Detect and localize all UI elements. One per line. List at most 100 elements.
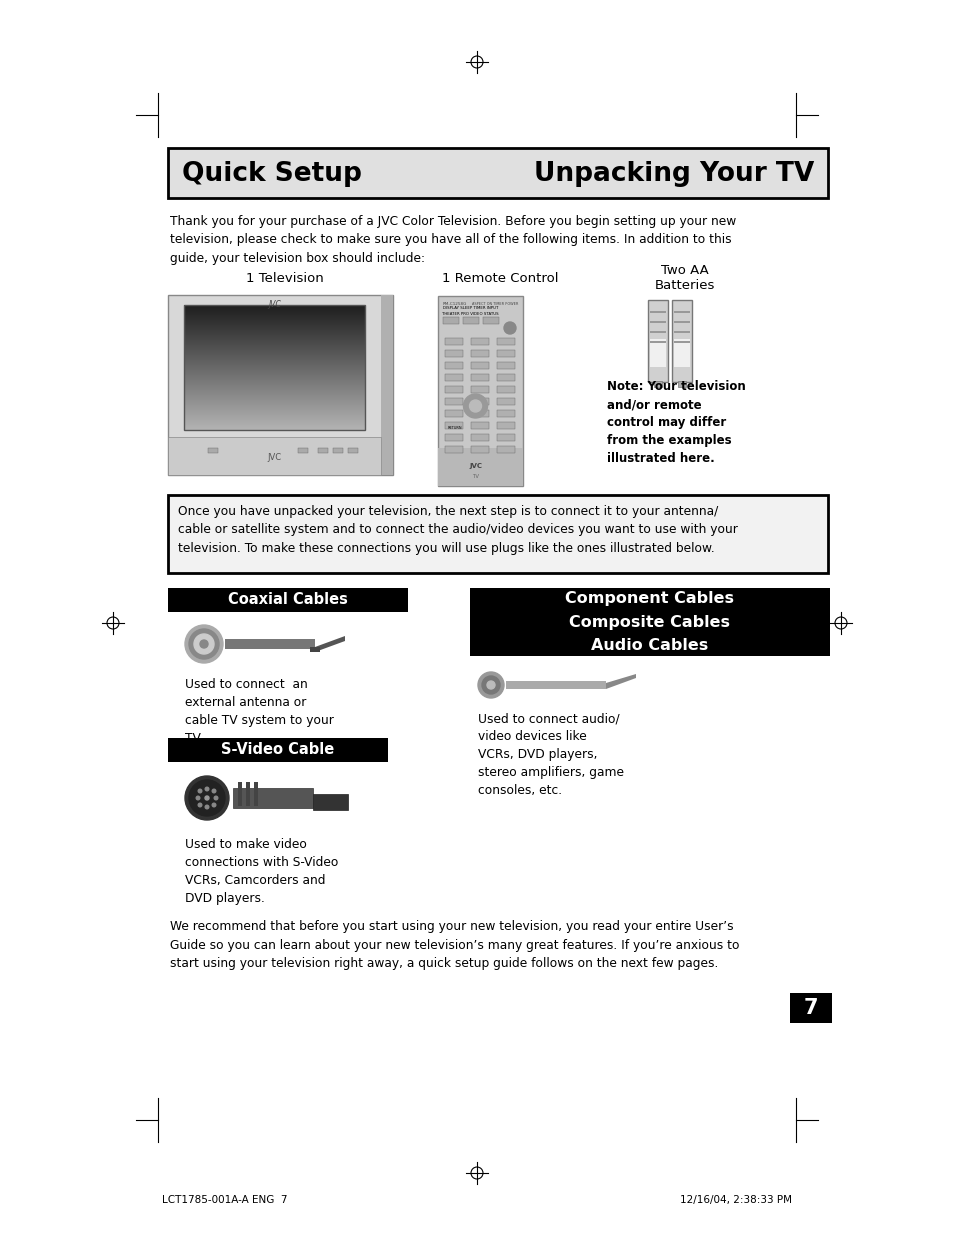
Bar: [497, 398, 515, 405]
Bar: [444, 374, 462, 382]
Text: 12/16/04, 2:38:33 PM: 12/16/04, 2:38:33 PM: [679, 1195, 791, 1205]
Text: THEATER PRO VIDEO STATUS: THEATER PRO VIDEO STATUS: [442, 312, 498, 316]
Circle shape: [205, 797, 209, 800]
Text: Note: Your television
and/or remote
control may differ
from the examples
illustr: Note: Your television and/or remote cont…: [606, 380, 745, 466]
Text: DISPLAY SLEEP TIMER INPUT: DISPLAY SLEEP TIMER INPUT: [442, 306, 497, 310]
Circle shape: [189, 629, 219, 659]
Bar: [444, 410, 462, 417]
Bar: [168, 739, 388, 762]
Bar: [471, 338, 489, 345]
Bar: [497, 350, 515, 357]
Circle shape: [503, 322, 516, 333]
Polygon shape: [310, 647, 319, 652]
Bar: [654, 382, 661, 387]
Bar: [497, 433, 515, 441]
Bar: [333, 448, 343, 453]
Bar: [471, 410, 489, 417]
Bar: [678, 382, 685, 387]
Bar: [444, 350, 462, 357]
Circle shape: [481, 676, 499, 694]
Bar: [649, 321, 665, 324]
Polygon shape: [314, 636, 345, 652]
Bar: [471, 387, 489, 393]
Circle shape: [189, 781, 225, 816]
Bar: [673, 341, 689, 343]
Text: Used to connect audio/
video devices like
VCRs, DVD players,
stereo amplifiers, : Used to connect audio/ video devices lik…: [477, 713, 623, 797]
Polygon shape: [605, 674, 636, 689]
Bar: [444, 433, 462, 441]
Bar: [649, 338, 665, 367]
Bar: [471, 374, 489, 382]
Circle shape: [214, 797, 217, 800]
Bar: [471, 362, 489, 369]
Bar: [168, 588, 408, 613]
Bar: [649, 311, 665, 312]
Text: Used to make video
connections with S-Video
VCRs, Camcorders and
DVD players.: Used to make video connections with S-Vi…: [185, 839, 338, 905]
Text: 7: 7: [803, 998, 818, 1018]
Bar: [497, 387, 515, 393]
Bar: [444, 362, 462, 369]
Bar: [444, 338, 462, 345]
Bar: [380, 295, 393, 475]
Bar: [673, 338, 689, 367]
Bar: [471, 350, 489, 357]
Text: JVC: JVC: [268, 300, 280, 309]
Bar: [168, 295, 393, 475]
Circle shape: [486, 680, 495, 689]
Text: Unpacking Your TV: Unpacking Your TV: [533, 161, 813, 186]
Bar: [444, 446, 462, 453]
Bar: [168, 495, 827, 573]
Bar: [442, 317, 458, 324]
Text: Once you have unpacked your television, the next step is to connect it to your a: Once you have unpacked your television, …: [178, 505, 737, 555]
Bar: [497, 446, 515, 453]
Circle shape: [477, 672, 503, 698]
Bar: [444, 398, 462, 405]
Text: JVC: JVC: [267, 452, 281, 462]
Bar: [225, 638, 314, 650]
Bar: [673, 321, 689, 324]
Circle shape: [193, 634, 213, 655]
Bar: [471, 446, 489, 453]
Bar: [444, 387, 462, 393]
Bar: [444, 422, 462, 429]
Circle shape: [212, 803, 215, 806]
Bar: [237, 782, 242, 806]
Text: 1 Television: 1 Television: [246, 272, 323, 285]
Bar: [297, 448, 308, 453]
Bar: [649, 341, 665, 343]
Bar: [671, 300, 691, 382]
Bar: [246, 782, 250, 806]
Bar: [471, 433, 489, 441]
Bar: [437, 448, 522, 487]
Text: RM-C1258G: RM-C1258G: [442, 303, 467, 306]
Bar: [482, 317, 498, 324]
Bar: [673, 311, 689, 312]
Bar: [497, 410, 515, 417]
Circle shape: [198, 803, 202, 806]
Bar: [184, 305, 365, 430]
Bar: [437, 296, 522, 487]
Text: We recommend that before you start using your new television, you read your enti: We recommend that before you start using…: [170, 920, 739, 969]
Text: RETURN: RETURN: [448, 426, 462, 430]
Text: S-Video Cable: S-Video Cable: [221, 742, 335, 757]
Circle shape: [469, 400, 481, 412]
Bar: [168, 437, 380, 475]
Circle shape: [185, 776, 229, 820]
Bar: [505, 680, 605, 689]
Text: Quick Setup: Quick Setup: [182, 161, 361, 186]
Text: 1 Remote Control: 1 Remote Control: [441, 272, 558, 285]
Bar: [497, 338, 515, 345]
Text: LCT1785-001A-A ENG  7: LCT1785-001A-A ENG 7: [162, 1195, 287, 1205]
Bar: [673, 331, 689, 333]
Text: Used to connect  an
external antenna or
cable TV system to your
TV.: Used to connect an external antenna or c…: [185, 678, 334, 745]
Circle shape: [212, 789, 215, 793]
Bar: [649, 331, 665, 333]
Bar: [168, 148, 827, 198]
Bar: [317, 448, 328, 453]
Bar: [647, 300, 667, 382]
Circle shape: [205, 805, 209, 809]
Bar: [789, 993, 831, 1023]
Bar: [497, 362, 515, 369]
Bar: [233, 788, 313, 808]
Text: Component Cables
Composite Cables
Audio Cables: Component Cables Composite Cables Audio …: [565, 592, 734, 653]
